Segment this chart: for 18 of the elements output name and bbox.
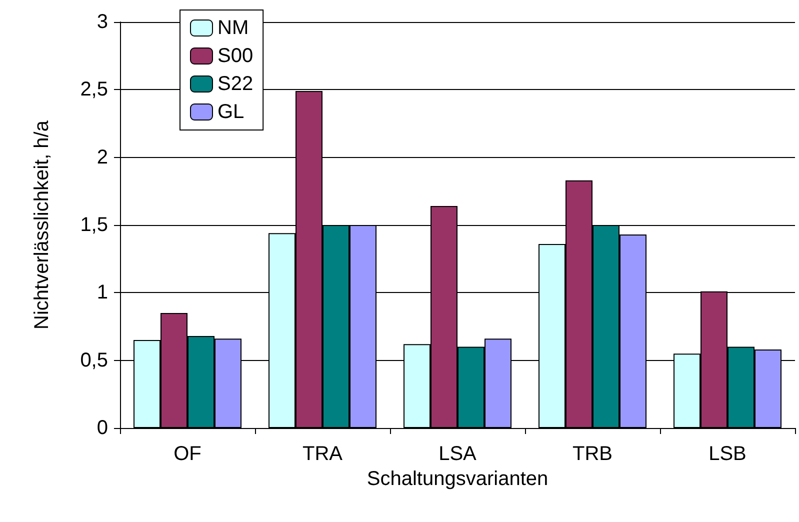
y-tick-label: 2 [96,146,108,168]
y-tick-label: 3 [96,11,108,33]
legend-label: S22 [218,73,254,95]
x-tick-label: OF [174,443,202,465]
x-tick-label: LSB [708,443,746,465]
legend-label: NM [218,17,249,39]
x-tick-label: TRA [302,443,344,465]
x-tick-label: TRB [572,443,612,465]
y-tick-label: 2,5 [80,78,108,101]
x-tick-label: LSA [438,443,478,465]
y-tick-label: 0,5 [80,349,108,372]
y-axis-title: Nichtverlässlichkeit, h/a [31,120,53,330]
y-tick-label: 1 [96,282,108,304]
legend-label: GL [218,101,244,123]
y-tick-label: 0 [96,417,108,439]
legend-label: S00 [218,45,254,67]
x-axis-title: Schaltungsvarianten [366,468,548,490]
y-tick-label: 1,5 [80,214,108,236]
